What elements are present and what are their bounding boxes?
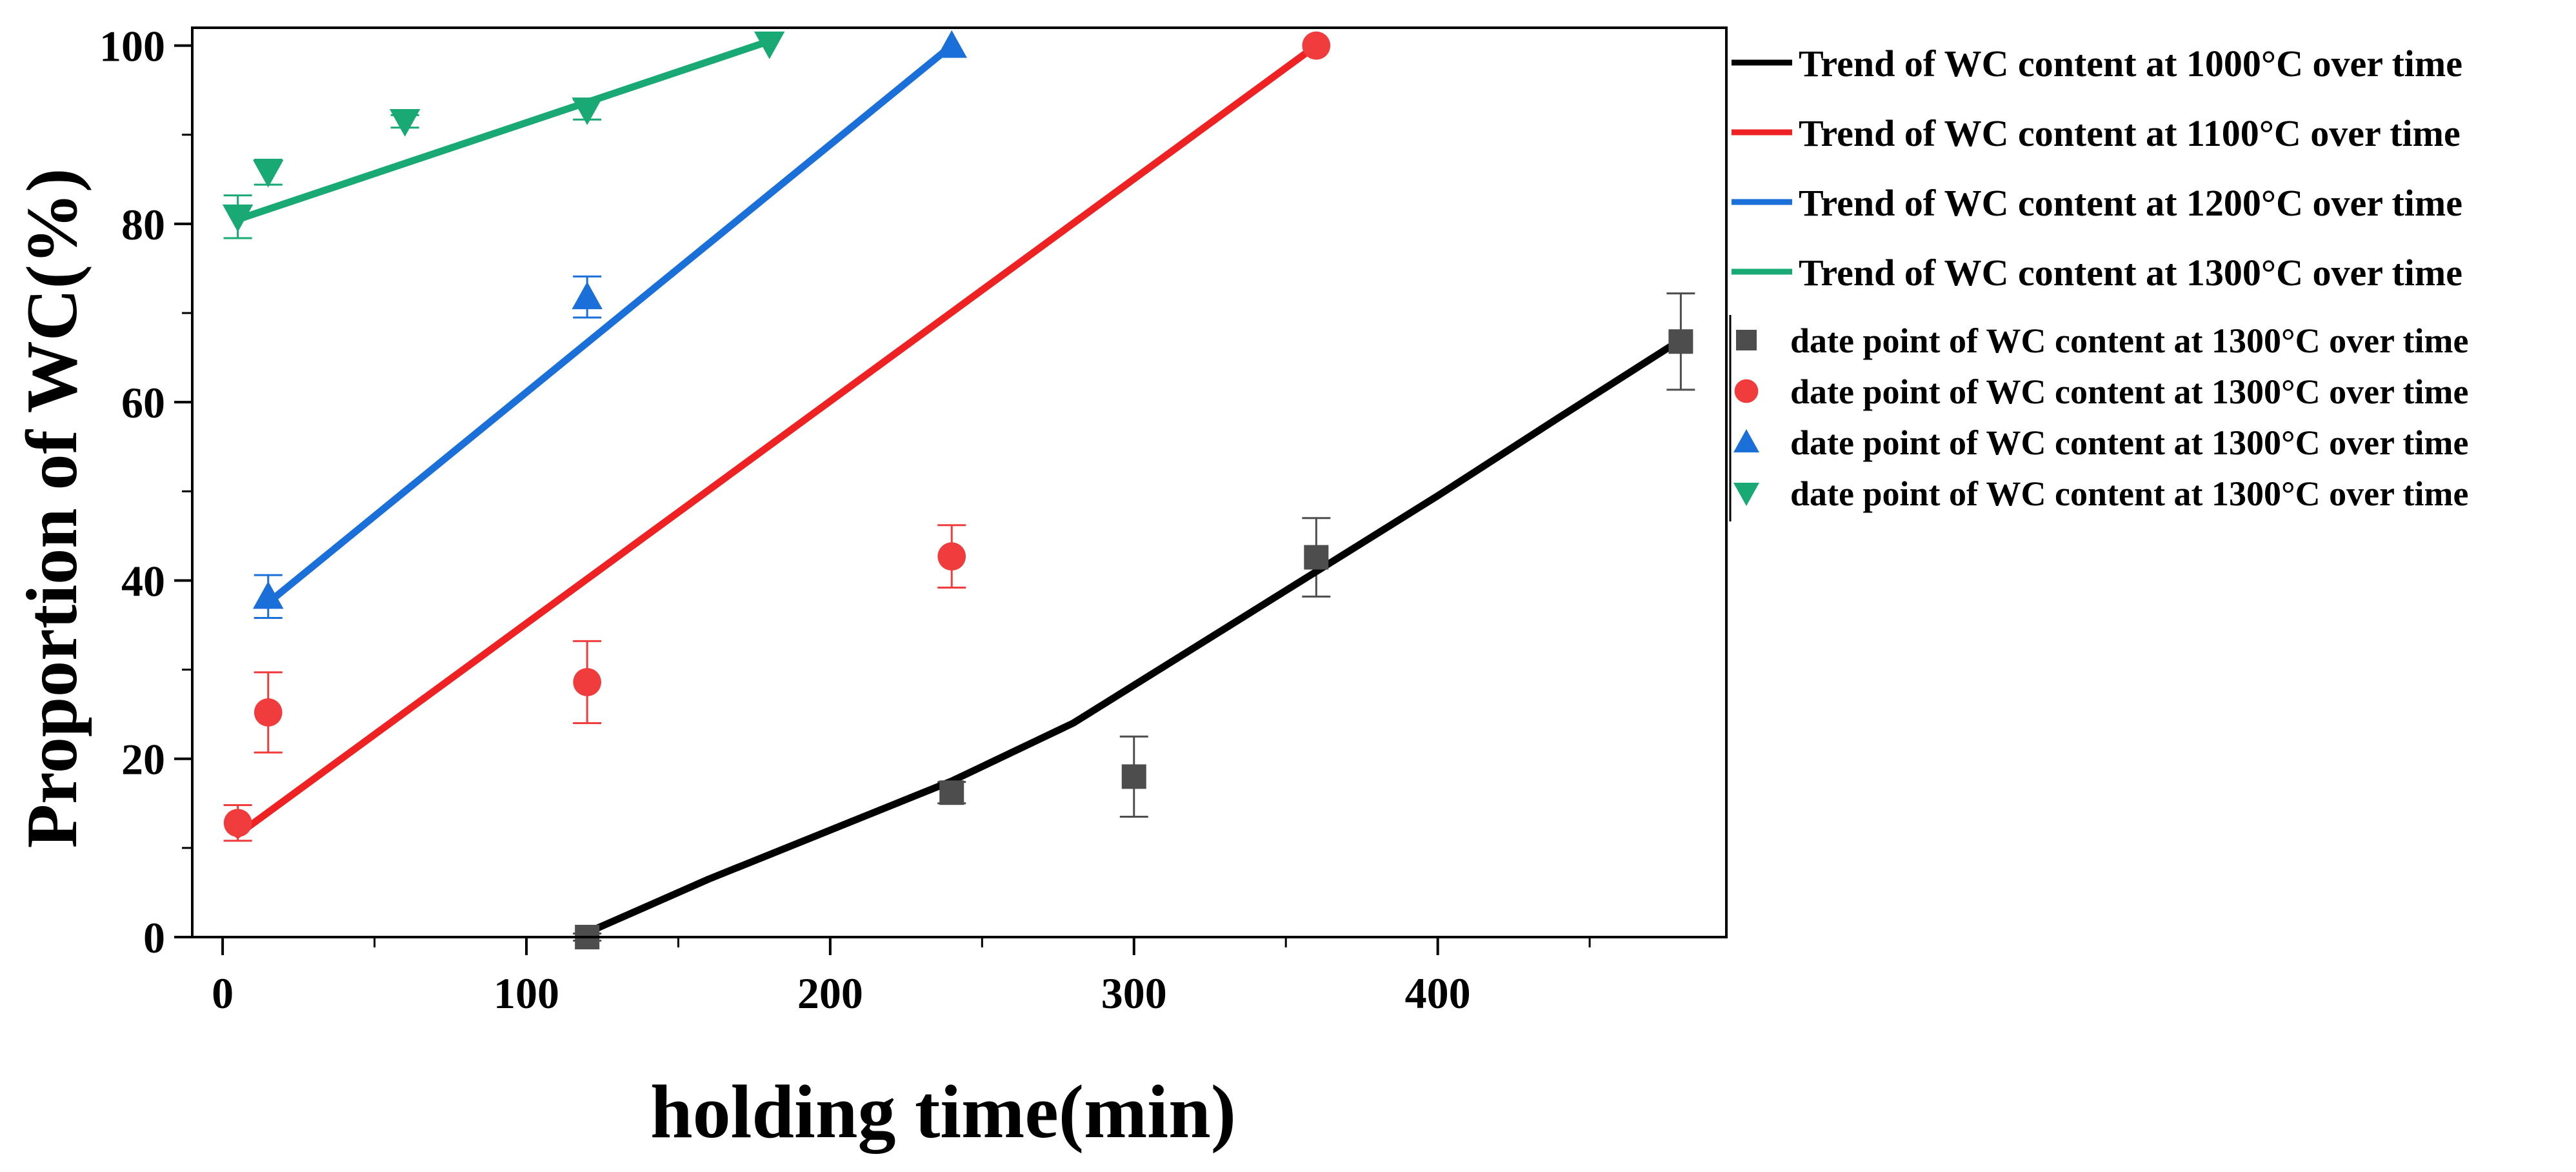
data-point-s1-2: [573, 668, 602, 696]
y-axis-title: Proportion of WC(%): [12, 168, 92, 849]
y-tick-label-0: 0: [143, 913, 165, 962]
legend-line-label-0: Trend of WC content at 1000°C over time: [1799, 43, 2462, 85]
data-point-s2-2: [936, 30, 967, 58]
trend-line-2: [265, 42, 955, 607]
x-tick-label-3: 300: [1101, 969, 1167, 1018]
legend-marker-1: [1734, 379, 1759, 403]
data-point-s0-1: [939, 780, 964, 805]
plot-area: [222, 30, 1695, 949]
y-tick-label-3: 60: [121, 378, 165, 427]
legend-marker-3: [1733, 483, 1759, 506]
legend: Trend of WC content at 1000°C over time T…: [1729, 43, 2468, 521]
data-point-s0-4: [1668, 329, 1693, 354]
data-point-s2-0: [252, 581, 284, 609]
y-tick-label-2: 40: [121, 556, 165, 605]
plot-frame: [191, 26, 1728, 938]
data-point-s3-2: [389, 109, 421, 137]
legend-line-label-3: Trend of WC content at 1300°C over time: [1799, 252, 2462, 294]
data-point-s3-1: [252, 159, 284, 188]
data-point-s1-1: [254, 698, 283, 727]
legend-marker-0: [1736, 330, 1757, 350]
x-axis-title: holding time(min): [650, 1069, 1236, 1154]
legend-marker-label-3: date point of WC content at 1300°C over …: [1790, 474, 2468, 513]
trend-line-1: [234, 42, 1320, 838]
trend-line-3: [234, 37, 774, 223]
x-tick-label-4: 400: [1405, 969, 1471, 1018]
data-point-s1-3: [937, 542, 966, 571]
data-point-s0-2: [1121, 764, 1146, 789]
y-tick-label-5: 100: [99, 22, 165, 71]
data-point-s1-0: [223, 809, 252, 838]
x-tick-label-0: 0: [212, 969, 234, 1018]
y-tick-label-1: 20: [121, 735, 165, 784]
axes: 0 100 200 300 400 0 20 40 60 80 100: [99, 22, 1728, 1018]
data-point-s3-4: [754, 31, 785, 59]
legend-line-label-2: Trend of WC content at 1200°C over time: [1799, 182, 2462, 224]
legend-marker-label-1: date point of WC content at 1300°C over …: [1790, 372, 2468, 411]
data-point-s3-3: [572, 97, 603, 125]
legend-marker-label-2: date point of WC content at 1300°C over …: [1790, 423, 2468, 462]
data-point-s3-0: [222, 204, 254, 232]
data-point-s2-1: [572, 281, 603, 310]
trend-line-0: [583, 336, 1684, 936]
data-point-s1-4: [1302, 31, 1331, 60]
x-tick-label-1: 100: [494, 969, 559, 1018]
legend-marker-2: [1733, 429, 1759, 452]
y-tick-label-4: 80: [121, 200, 165, 249]
x-tick-label-2: 200: [797, 969, 863, 1018]
legend-marker-label-0: date point of WC content at 1300°C over …: [1790, 321, 2468, 360]
legend-line-label-1: Trend of WC content at 1100°C over time: [1799, 112, 2461, 154]
data-point-s0-3: [1304, 545, 1329, 570]
